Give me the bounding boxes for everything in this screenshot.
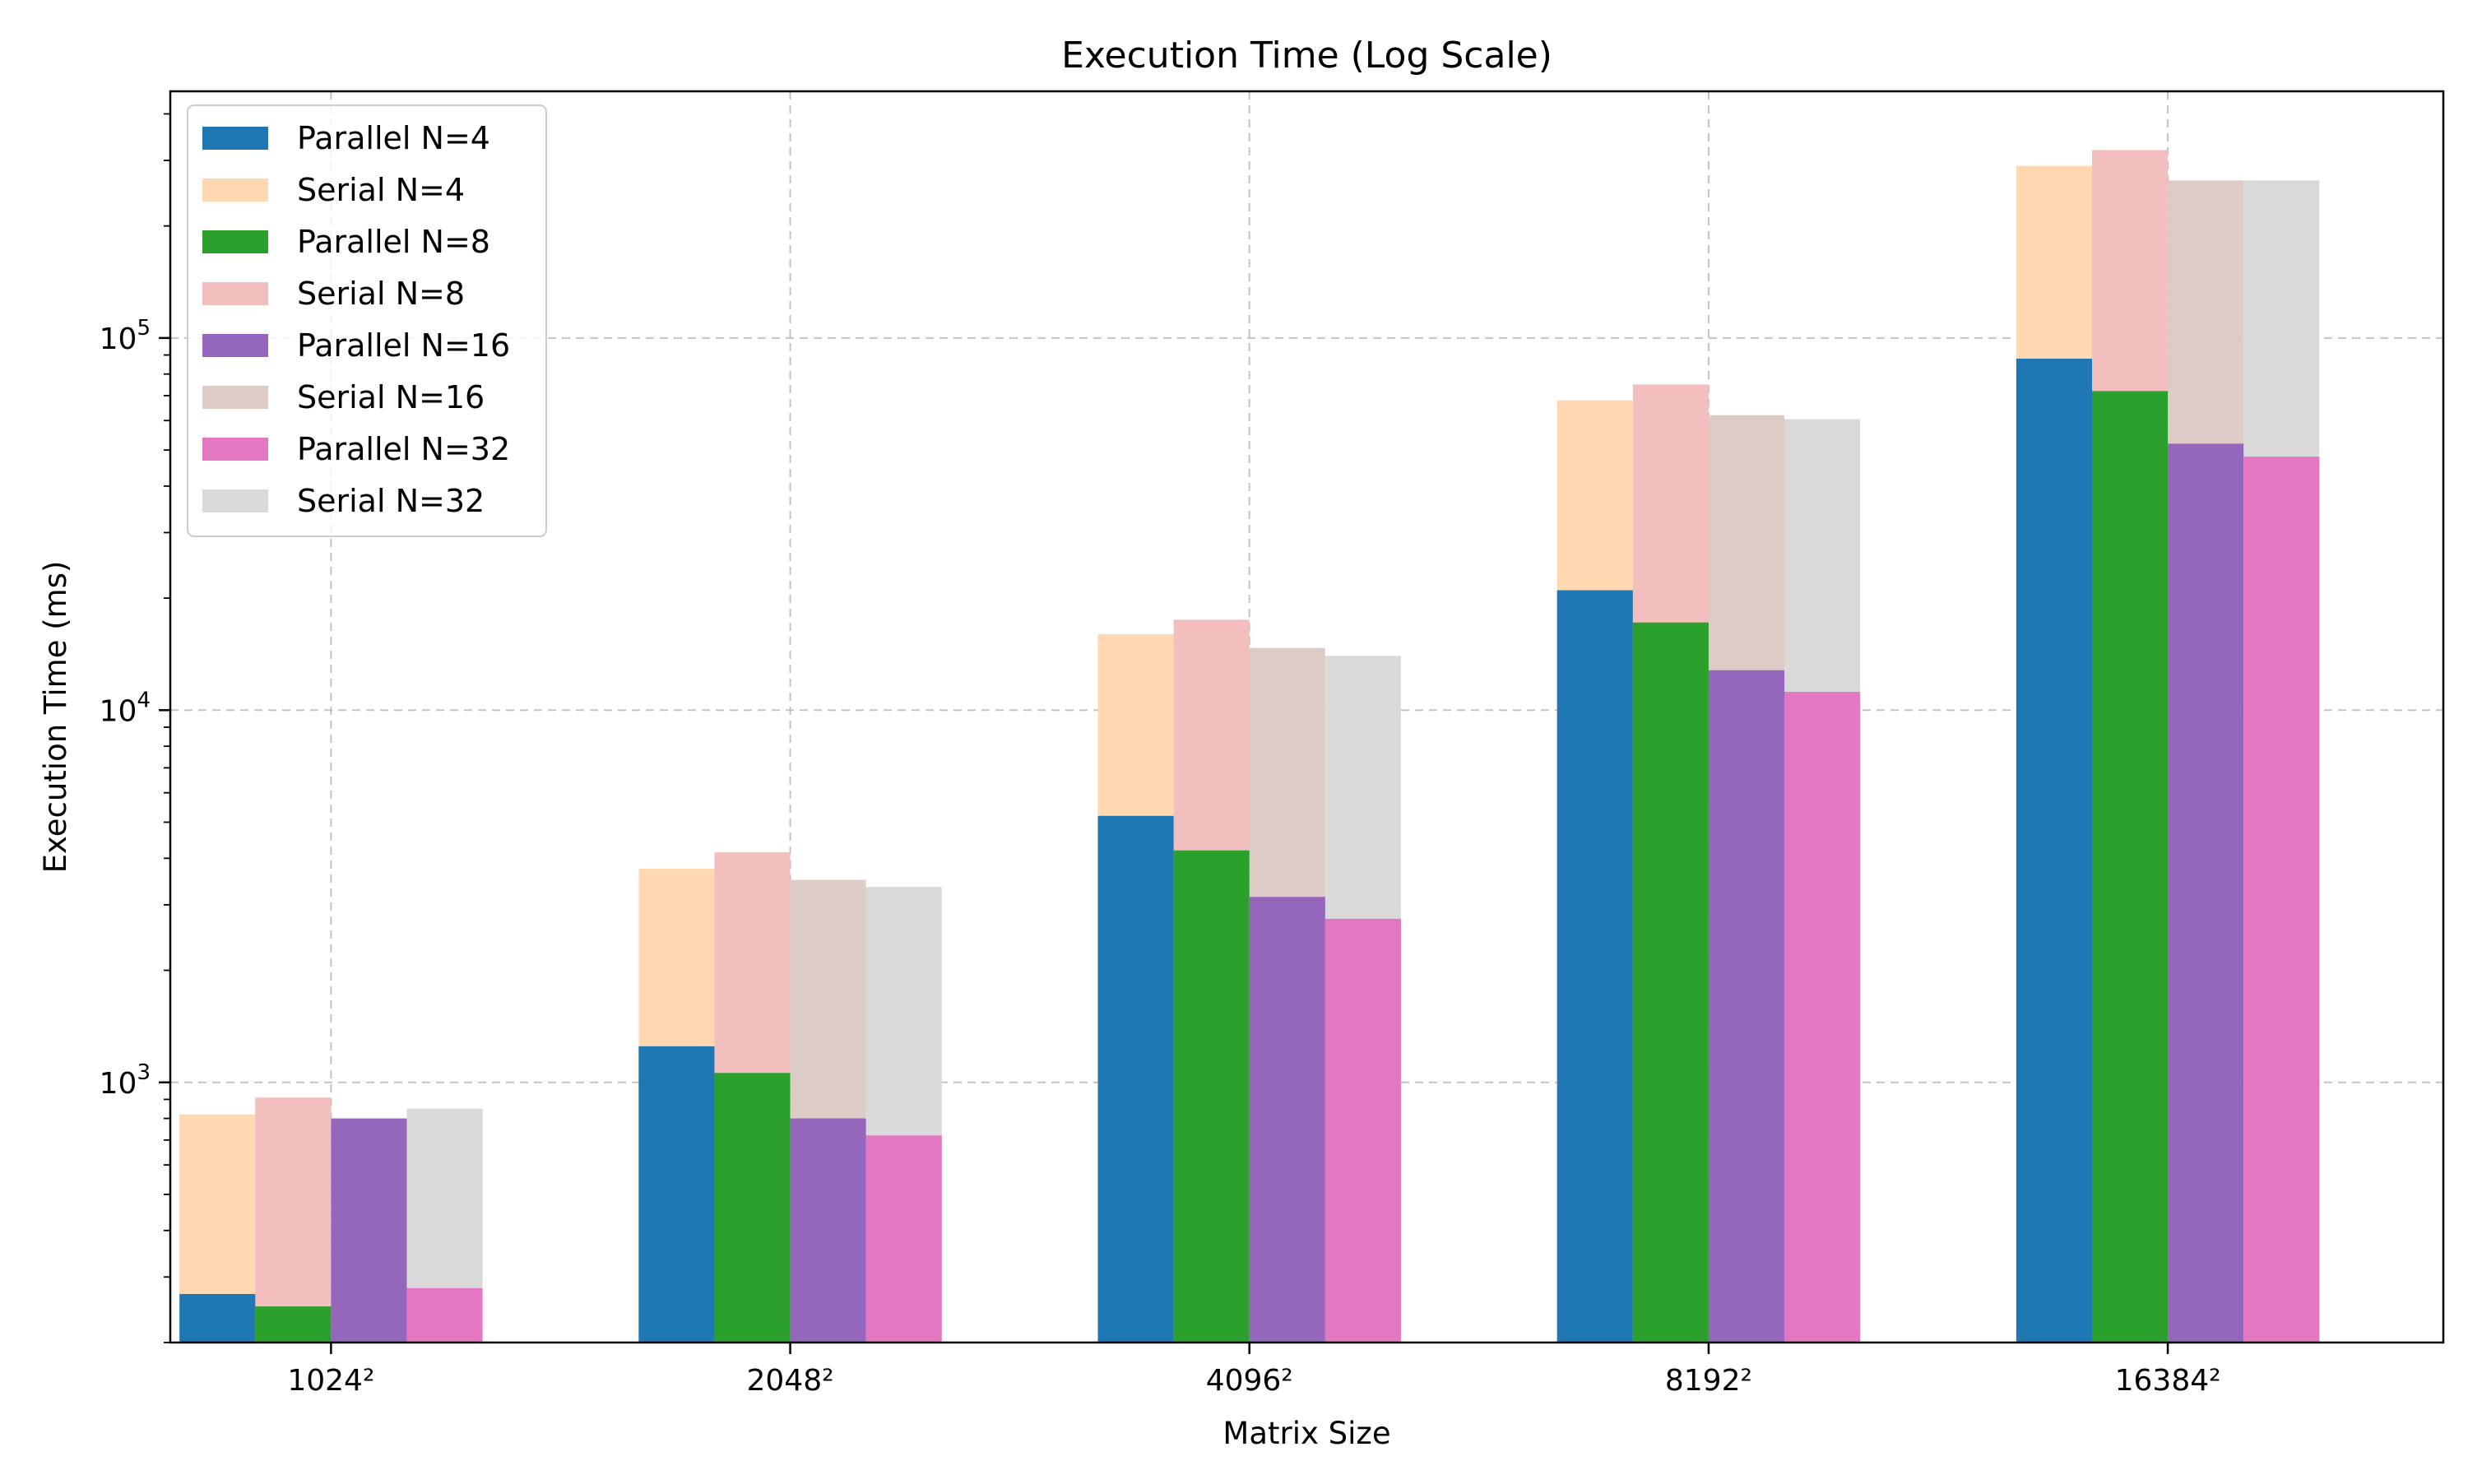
x-axis-label: Matrix Size (1222, 1416, 1390, 1451)
y-tick-label: 105 (100, 316, 151, 356)
x-tick-label: 8192² (1665, 1364, 1752, 1398)
y-axis-label: Execution Time (ms) (38, 561, 73, 874)
bar-parallel-n8-cat-3 (1632, 622, 1709, 1343)
y-tick-label: 103 (100, 1060, 151, 1101)
bar-parallel-n4-cat-2 (1097, 815, 1174, 1343)
bar-parallel-n4-cat-1 (638, 1046, 715, 1343)
bar-parallel-n32-cat-4 (2243, 457, 2320, 1343)
bar-parallel-n32-cat-1 (865, 1135, 942, 1343)
bar-parallel-n16-cat-0 (331, 1118, 407, 1343)
bar-parallel-n4-cat-0 (179, 1294, 256, 1343)
x-tick-label: 2048² (747, 1364, 834, 1398)
bar-parallel-n4-cat-4 (2016, 358, 2092, 1343)
x-tick-label: 1024² (287, 1364, 374, 1398)
legend-swatch (202, 489, 268, 512)
bar-serial-n8-cat-0 (255, 1097, 332, 1343)
bar-parallel-n16-cat-2 (1249, 897, 1325, 1343)
bar-parallel-n8-cat-4 (2091, 391, 2169, 1343)
legend-entry: Parallel N=32 (297, 431, 510, 467)
axis-ticks: 1024² 2048² 4096² 8192² 16384² 103 104 105 (100, 113, 2221, 1398)
bar-parallel-n32-cat-2 (1324, 918, 1401, 1343)
legend-entry: Parallel N=8 (297, 224, 490, 260)
x-tick-label: 16384² (2115, 1364, 2221, 1398)
legend-entry: Serial N=8 (297, 276, 465, 312)
bar-parallel-n8-cat-0 (255, 1306, 332, 1343)
legend-swatch (202, 127, 268, 150)
bar-parallel-n16-cat-3 (1708, 670, 1785, 1343)
bar-parallel-n8-cat-2 (1173, 850, 1250, 1343)
legend-entry: Parallel N=16 (297, 327, 510, 364)
bar-parallel-n32-cat-0 (406, 1287, 483, 1343)
bar-parallel-n8-cat-1 (714, 1073, 791, 1343)
bar-parallel-n4-cat-3 (1556, 590, 1633, 1343)
legend-swatch (202, 334, 268, 357)
legend-entry: Parallel N=4 (297, 120, 490, 156)
x-tick-label: 4096² (1206, 1364, 1293, 1398)
legend-swatch (202, 179, 268, 202)
legend-entry: Serial N=32 (297, 483, 485, 519)
legend-swatch (202, 230, 268, 253)
legend-swatch (202, 438, 268, 461)
chart-title: Execution Time (Log Scale) (1061, 35, 1552, 77)
legend-swatch (202, 386, 268, 409)
legend-entry: Serial N=16 (297, 379, 485, 415)
legend-swatch (202, 282, 268, 305)
plot-frame (169, 90, 2445, 1344)
bar-parallel-n16-cat-4 (2168, 443, 2244, 1343)
legend-entry: Serial N=4 (297, 172, 465, 208)
bar-parallel-n16-cat-1 (790, 1118, 866, 1343)
legend: Parallel N=4 Serial N=4 Parallel N=8 Serial… (187, 104, 547, 537)
y-tick-label: 104 (100, 688, 151, 728)
legend-box (187, 104, 547, 537)
bars (179, 150, 2320, 1343)
bar-parallel-n32-cat-3 (1784, 692, 1861, 1343)
